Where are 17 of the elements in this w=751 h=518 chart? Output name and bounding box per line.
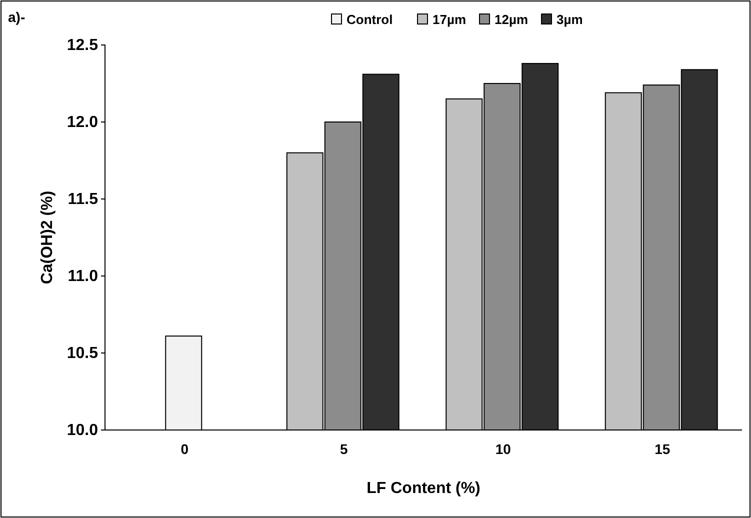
- x-tick-label: 10: [495, 440, 512, 457]
- legend-label: Control: [346, 12, 393, 27]
- text: a)-: [8, 9, 26, 25]
- y-tick-label: 12.5: [66, 37, 98, 54]
- y-tick-label: 12.0: [66, 114, 98, 132]
- y-axis-title: Ca(OH)2 (%): [39, 190, 56, 284]
- x-tick-label: 5: [340, 440, 348, 457]
- x-tick-label: 15: [654, 440, 670, 457]
- y-tick-label: 11.5: [68, 191, 98, 208]
- legend-label: 3µm: [556, 12, 583, 27]
- x-tick-label: 0: [180, 440, 189, 457]
- legend-label: 17µm: [432, 12, 466, 27]
- y-tick-label: 11.0: [68, 268, 98, 286]
- y-tick-label: 10.0: [66, 422, 98, 440]
- y-tick-label: 10.5: [66, 345, 98, 362]
- x-axis-title: LF Content (%): [366, 480, 480, 497]
- legend-label: 12µm: [494, 12, 528, 27]
